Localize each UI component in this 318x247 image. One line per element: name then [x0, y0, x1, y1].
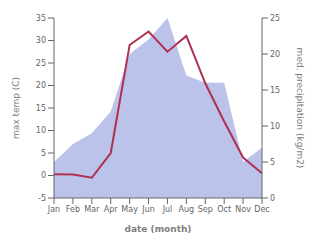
svg-text:0: 0: [41, 171, 46, 180]
svg-text:max temp (C): max temp (C): [11, 77, 21, 139]
svg-text:date (month): date (month): [125, 224, 192, 234]
svg-text:Apr: Apr: [104, 205, 119, 214]
svg-text:0: 0: [270, 194, 275, 203]
svg-text:Feb: Feb: [66, 205, 80, 214]
svg-text:5: 5: [41, 149, 46, 158]
svg-text:Jun: Jun: [141, 205, 155, 214]
svg-text:25: 25: [36, 59, 46, 68]
svg-text:med. precipitation (kg/m2): med. precipitation (kg/m2): [295, 48, 305, 169]
svg-text:30: 30: [36, 36, 46, 45]
svg-text:20: 20: [270, 50, 280, 59]
svg-text:35: 35: [36, 14, 46, 23]
svg-text:Oct: Oct: [217, 205, 231, 214]
svg-text:15: 15: [36, 104, 46, 113]
svg-text:25: 25: [270, 14, 280, 23]
svg-text:10: 10: [36, 126, 46, 135]
svg-text:Nov: Nov: [235, 205, 251, 214]
svg-text:20: 20: [36, 81, 46, 90]
svg-text:Jul: Jul: [162, 205, 173, 214]
svg-text:Mar: Mar: [84, 205, 100, 214]
svg-text:Jan: Jan: [47, 205, 60, 214]
svg-text:-5: -5: [38, 194, 46, 203]
svg-text:5: 5: [270, 158, 275, 167]
svg-text:Sep: Sep: [198, 205, 213, 214]
svg-text:15: 15: [270, 86, 280, 95]
svg-text:10: 10: [270, 122, 280, 131]
svg-text:May: May: [121, 205, 138, 214]
svg-text:Aug: Aug: [179, 205, 195, 214]
svg-text:Dec: Dec: [254, 205, 269, 214]
